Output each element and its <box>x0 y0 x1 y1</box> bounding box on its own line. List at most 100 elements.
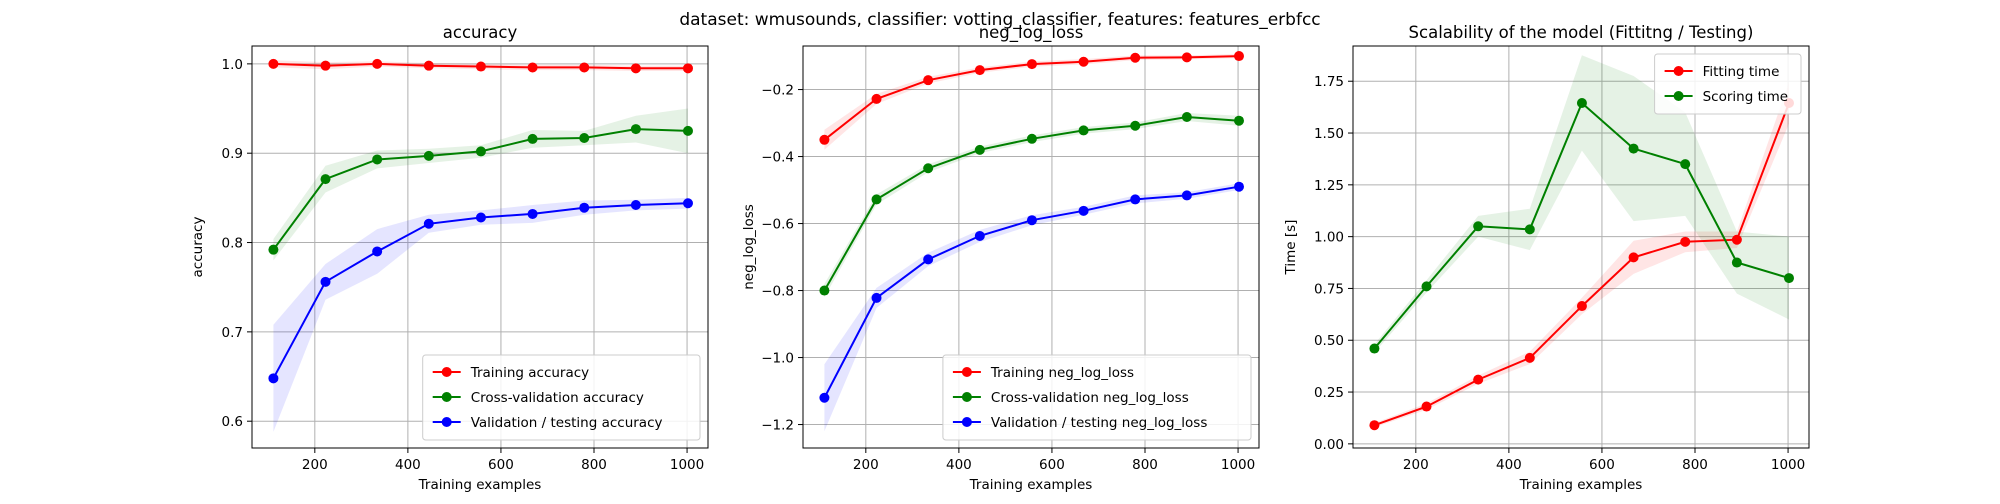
data-point <box>527 133 538 144</box>
data-point <box>1233 51 1244 62</box>
data-point <box>974 230 985 241</box>
legend-label: Validation / testing accuracy <box>471 415 663 431</box>
data-point <box>372 154 383 165</box>
y-axis-label: neg_log_loss <box>741 204 757 290</box>
y-tick-label: 0.8 <box>222 236 243 252</box>
legend-label: Training accuracy <box>470 365 589 381</box>
data-point <box>268 244 279 255</box>
x-tick-label: 200 <box>853 457 879 473</box>
data-point <box>630 63 641 74</box>
y-tick-label: 1.50 <box>1314 126 1344 142</box>
y-tick-label: 1.00 <box>1314 230 1344 246</box>
data-point <box>1473 374 1484 385</box>
data-point <box>1421 401 1432 412</box>
y-tick-label: −1.0 <box>761 351 794 367</box>
data-point <box>1130 52 1141 63</box>
legend-marker <box>441 367 452 377</box>
data-point <box>1524 224 1535 235</box>
data-point <box>579 133 590 144</box>
data-point <box>871 93 882 104</box>
x-tick-label: 400 <box>1496 457 1522 473</box>
data-point <box>1473 221 1484 232</box>
y-tick-label: 1.75 <box>1314 74 1344 90</box>
data-point <box>1524 352 1535 363</box>
data-point <box>1130 120 1141 131</box>
data-point <box>1181 190 1192 201</box>
data-point <box>682 198 693 209</box>
data-point <box>1628 143 1639 154</box>
x-tick-label: 600 <box>488 457 514 473</box>
x-tick-label: 400 <box>946 457 972 473</box>
legend-label: Validation / testing neg_log_loss <box>991 415 1207 431</box>
data-point <box>1078 205 1089 216</box>
x-tick-label: 800 <box>1682 457 1708 473</box>
data-point <box>527 62 538 73</box>
x-tick-label: 800 <box>581 457 607 473</box>
y-tick-label: 0.50 <box>1314 333 1344 349</box>
legend-label: Cross-validation neg_log_loss <box>991 390 1189 406</box>
data-point <box>579 202 590 213</box>
data-point <box>527 208 538 219</box>
legend-item: Fitting time <box>1664 64 1779 80</box>
data-point <box>974 144 985 155</box>
data-point <box>320 60 331 71</box>
x-axis-label: Training examples <box>969 477 1093 493</box>
data-point <box>1628 252 1639 263</box>
x-tick-label: 600 <box>1589 457 1615 473</box>
y-axis-label: Time [s] <box>1283 220 1299 276</box>
data-point <box>475 212 486 223</box>
x-tick-label: 1000 <box>670 457 704 473</box>
legend-box <box>942 354 1252 441</box>
data-point <box>819 134 830 145</box>
data-point <box>423 218 434 229</box>
data-point <box>819 285 830 296</box>
confidence-band <box>273 108 688 261</box>
data-point <box>1421 281 1432 292</box>
data-point <box>1078 56 1089 67</box>
x-tick-label: 200 <box>302 457 328 473</box>
legend-box <box>1654 53 1802 115</box>
data-point <box>579 62 590 73</box>
chart-title: accuracy <box>443 23 518 42</box>
y-tick-label: 0.6 <box>222 414 243 430</box>
data-point <box>1181 112 1192 123</box>
data-point <box>268 373 279 384</box>
x-axis-label: Training examples <box>1519 477 1643 493</box>
data-point <box>923 163 934 174</box>
chart-title: neg_log_loss <box>979 23 1084 43</box>
y-tick-label: −0.8 <box>761 284 794 300</box>
y-tick-label: 0.75 <box>1314 281 1344 297</box>
data-point <box>268 58 279 69</box>
x-tick-label: 1000 <box>1771 457 1805 473</box>
data-point <box>1731 257 1742 268</box>
legend-marker <box>961 367 972 377</box>
legend-item: Validation / testing neg_log_loss <box>952 415 1207 431</box>
y-tick-label: −0.6 <box>761 217 794 233</box>
x-axis-label: Training examples <box>418 477 542 493</box>
legend-item: Cross-validation accuracy <box>432 390 644 406</box>
legend: Training accuracy Cross-validation accura… <box>422 354 701 441</box>
x-tick-label: 400 <box>395 457 421 473</box>
data-point <box>423 60 434 71</box>
y-tick-label: 0.25 <box>1314 385 1344 401</box>
data-point <box>1130 194 1141 205</box>
legend-marker <box>441 392 452 402</box>
legend-item: Training accuracy <box>432 365 589 381</box>
x-tick-label: 600 <box>1039 457 1065 473</box>
data-point <box>1576 301 1587 312</box>
data-point <box>871 292 882 303</box>
legend-label: Cross-validation accuracy <box>471 390 644 406</box>
data-point <box>630 200 641 211</box>
data-point <box>475 146 486 157</box>
data-point <box>871 194 882 205</box>
y-tick-label: 1.0 <box>222 57 243 73</box>
data-point <box>320 174 331 185</box>
legend-item: Cross-validation neg_log_loss <box>952 390 1189 406</box>
legend-item: Training neg_log_loss <box>952 365 1134 381</box>
y-tick-label: 1.25 <box>1314 178 1344 194</box>
data-point <box>923 75 934 86</box>
data-point <box>1576 97 1587 108</box>
y-tick-label: −0.4 <box>761 150 794 166</box>
plot-frame <box>251 45 709 449</box>
data-point <box>819 392 830 403</box>
